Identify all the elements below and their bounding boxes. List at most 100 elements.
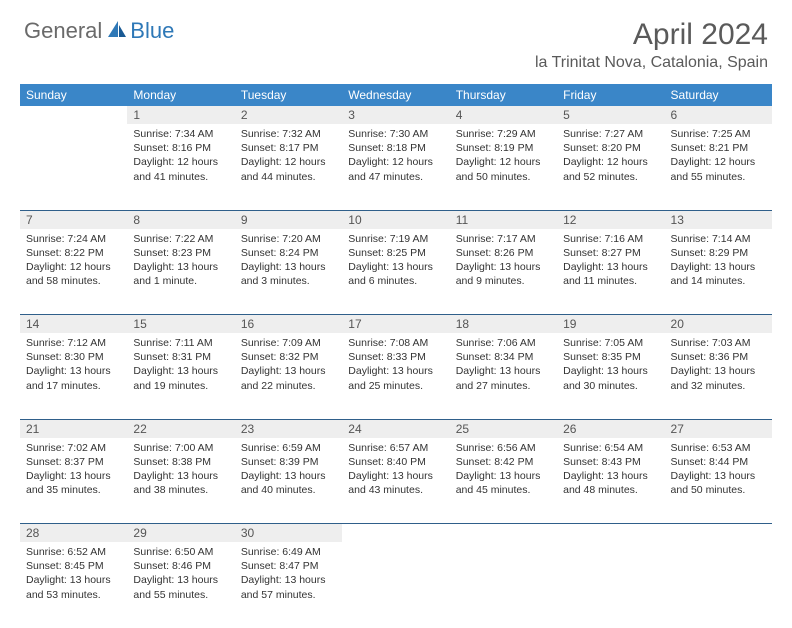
sunrise-text: Sunrise: 6:49 AM [241, 545, 336, 559]
day-details: Sunrise: 7:05 AMSunset: 8:35 PMDaylight:… [557, 333, 664, 397]
month-title: April 2024 [535, 18, 768, 52]
daylight-text: and 53 minutes. [26, 588, 121, 602]
sunrise-text: Sunrise: 6:57 AM [348, 441, 443, 455]
day-number [450, 524, 557, 543]
daylight-text: Daylight: 12 hours [133, 155, 228, 169]
day-details: Sunrise: 6:59 AMSunset: 8:39 PMDaylight:… [235, 438, 342, 502]
day-details: Sunrise: 7:14 AMSunset: 8:29 PMDaylight:… [665, 229, 772, 293]
logo-sail-icon [106, 19, 128, 44]
daylight-text: and 25 minutes. [348, 379, 443, 393]
daylight-text: Daylight: 12 hours [563, 155, 658, 169]
sunrise-text: Sunrise: 7:17 AM [456, 232, 551, 246]
day-cell: Sunrise: 7:29 AMSunset: 8:19 PMDaylight:… [450, 124, 557, 210]
day-number: 9 [235, 210, 342, 229]
daylight-text: Daylight: 13 hours [26, 573, 121, 587]
daylight-text: and 11 minutes. [563, 274, 658, 288]
day-details: Sunrise: 7:22 AMSunset: 8:23 PMDaylight:… [127, 229, 234, 293]
sunset-text: Sunset: 8:42 PM [456, 455, 551, 469]
day-details: Sunrise: 7:17 AMSunset: 8:26 PMDaylight:… [450, 229, 557, 293]
daylight-text: Daylight: 13 hours [348, 364, 443, 378]
day-number: 24 [342, 419, 449, 438]
day-number: 20 [665, 315, 772, 334]
day-cell: Sunrise: 6:59 AMSunset: 8:39 PMDaylight:… [235, 438, 342, 524]
day-number-row: 21222324252627 [20, 419, 772, 438]
sunset-text: Sunset: 8:18 PM [348, 141, 443, 155]
day-cell: Sunrise: 7:20 AMSunset: 8:24 PMDaylight:… [235, 229, 342, 315]
day-cell: Sunrise: 7:11 AMSunset: 8:31 PMDaylight:… [127, 333, 234, 419]
day-details: Sunrise: 6:49 AMSunset: 8:47 PMDaylight:… [235, 542, 342, 606]
day-cell: Sunrise: 7:16 AMSunset: 8:27 PMDaylight:… [557, 229, 664, 315]
sunset-text: Sunset: 8:35 PM [563, 350, 658, 364]
day-number-row: 282930 [20, 524, 772, 543]
week-row: Sunrise: 7:12 AMSunset: 8:30 PMDaylight:… [20, 333, 772, 419]
daylight-text: and 32 minutes. [671, 379, 766, 393]
day-cell: Sunrise: 7:24 AMSunset: 8:22 PMDaylight:… [20, 229, 127, 315]
daylight-text: and 22 minutes. [241, 379, 336, 393]
day-header: Saturday [665, 84, 772, 106]
day-details: Sunrise: 7:20 AMSunset: 8:24 PMDaylight:… [235, 229, 342, 293]
sunrise-text: Sunrise: 7:19 AM [348, 232, 443, 246]
day-cell [557, 542, 664, 628]
day-number-row: 14151617181920 [20, 315, 772, 334]
sunset-text: Sunset: 8:36 PM [671, 350, 766, 364]
day-number: 8 [127, 210, 234, 229]
sunset-text: Sunset: 8:30 PM [26, 350, 121, 364]
day-number: 11 [450, 210, 557, 229]
day-cell: Sunrise: 7:32 AMSunset: 8:17 PMDaylight:… [235, 124, 342, 210]
daylight-text: Daylight: 12 hours [671, 155, 766, 169]
logo-text-blue: Blue [130, 18, 174, 44]
daylight-text: and 30 minutes. [563, 379, 658, 393]
sunrise-text: Sunrise: 7:09 AM [241, 336, 336, 350]
daylight-text: and 55 minutes. [133, 588, 228, 602]
sunrise-text: Sunrise: 7:14 AM [671, 232, 766, 246]
day-number-row: 123456 [20, 106, 772, 124]
sunset-text: Sunset: 8:40 PM [348, 455, 443, 469]
sunset-text: Sunset: 8:24 PM [241, 246, 336, 260]
day-cell: Sunrise: 7:02 AMSunset: 8:37 PMDaylight:… [20, 438, 127, 524]
daylight-text: and 27 minutes. [456, 379, 551, 393]
daylight-text: Daylight: 13 hours [563, 260, 658, 274]
title-block: April 2024 la Trinitat Nova, Catalonia, … [535, 18, 768, 72]
daylight-text: Daylight: 13 hours [671, 364, 766, 378]
day-number-row: 78910111213 [20, 210, 772, 229]
daylight-text: Daylight: 12 hours [26, 260, 121, 274]
day-number: 30 [235, 524, 342, 543]
day-cell: Sunrise: 6:50 AMSunset: 8:46 PMDaylight:… [127, 542, 234, 628]
location-label: la Trinitat Nova, Catalonia, Spain [535, 54, 768, 72]
daylight-text: and 47 minutes. [348, 170, 443, 184]
daylight-text: Daylight: 13 hours [456, 364, 551, 378]
day-cell [665, 542, 772, 628]
day-cell: Sunrise: 6:57 AMSunset: 8:40 PMDaylight:… [342, 438, 449, 524]
daylight-text: and 58 minutes. [26, 274, 121, 288]
sunrise-text: Sunrise: 7:12 AM [26, 336, 121, 350]
day-details: Sunrise: 6:52 AMSunset: 8:45 PMDaylight:… [20, 542, 127, 606]
sunset-text: Sunset: 8:38 PM [133, 455, 228, 469]
day-details: Sunrise: 7:06 AMSunset: 8:34 PMDaylight:… [450, 333, 557, 397]
day-header: Monday [127, 84, 234, 106]
daylight-text: and 43 minutes. [348, 483, 443, 497]
day-details: Sunrise: 6:56 AMSunset: 8:42 PMDaylight:… [450, 438, 557, 502]
sunrise-text: Sunrise: 7:29 AM [456, 127, 551, 141]
daylight-text: Daylight: 12 hours [348, 155, 443, 169]
day-cell: Sunrise: 7:27 AMSunset: 8:20 PMDaylight:… [557, 124, 664, 210]
day-cell: Sunrise: 7:03 AMSunset: 8:36 PMDaylight:… [665, 333, 772, 419]
daylight-text: and 14 minutes. [671, 274, 766, 288]
day-cell: Sunrise: 6:56 AMSunset: 8:42 PMDaylight:… [450, 438, 557, 524]
daylight-text: Daylight: 13 hours [26, 364, 121, 378]
week-row: Sunrise: 7:02 AMSunset: 8:37 PMDaylight:… [20, 438, 772, 524]
daylight-text: Daylight: 13 hours [133, 469, 228, 483]
day-number: 25 [450, 419, 557, 438]
day-cell: Sunrise: 6:49 AMSunset: 8:47 PMDaylight:… [235, 542, 342, 628]
daylight-text: Daylight: 13 hours [456, 260, 551, 274]
sunset-text: Sunset: 8:44 PM [671, 455, 766, 469]
sunset-text: Sunset: 8:21 PM [671, 141, 766, 155]
sunset-text: Sunset: 8:43 PM [563, 455, 658, 469]
sunset-text: Sunset: 8:37 PM [26, 455, 121, 469]
day-cell: Sunrise: 7:30 AMSunset: 8:18 PMDaylight:… [342, 124, 449, 210]
week-row: Sunrise: 6:52 AMSunset: 8:45 PMDaylight:… [20, 542, 772, 628]
daylight-text: Daylight: 13 hours [241, 260, 336, 274]
day-cell: Sunrise: 7:17 AMSunset: 8:26 PMDaylight:… [450, 229, 557, 315]
day-details: Sunrise: 7:02 AMSunset: 8:37 PMDaylight:… [20, 438, 127, 502]
day-details: Sunrise: 7:16 AMSunset: 8:27 PMDaylight:… [557, 229, 664, 293]
day-details: Sunrise: 7:19 AMSunset: 8:25 PMDaylight:… [342, 229, 449, 293]
